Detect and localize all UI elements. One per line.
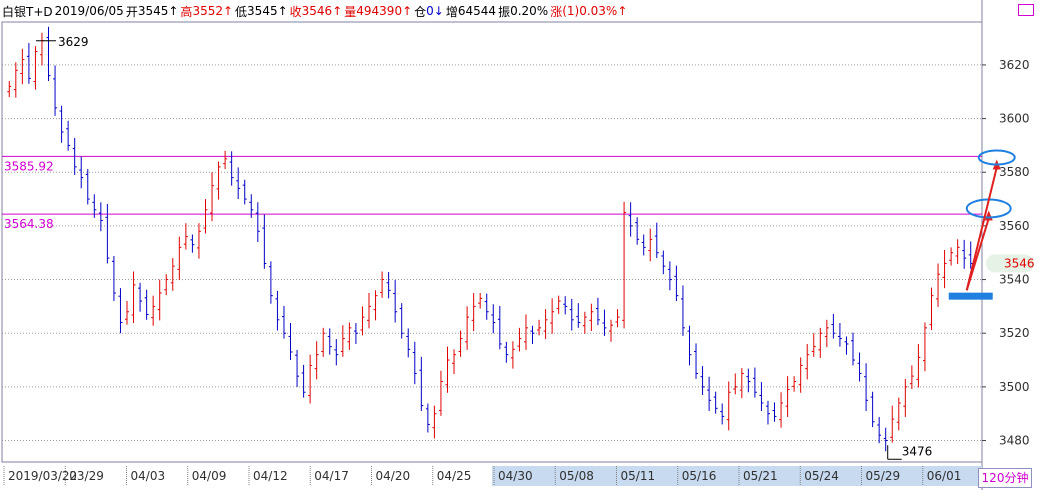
chart-settings-icon[interactable] (1018, 4, 1034, 16)
high-value: 3552↑ (192, 4, 234, 18)
period-selector[interactable]: 120分钟 (978, 468, 1032, 488)
x-tick-label: 04/30 (498, 469, 533, 483)
y-tick-label: 3540 (999, 273, 1030, 287)
y-tick-label: 3620 (999, 58, 1030, 72)
high-marker-label: 3629 (58, 35, 89, 49)
low-marker-label: 3476 (902, 444, 933, 458)
close-value: 3546↑ (301, 4, 343, 18)
symbol-name: 白银T+D (2, 4, 53, 19)
x-tick-label: 05/24 (804, 469, 839, 483)
change-value: (1)0.03%↑ (562, 4, 628, 18)
resistance-line-label: 3585.92 (4, 159, 54, 173)
increase-label: 增 (445, 4, 458, 19)
high-label: 高 (180, 4, 193, 19)
x-tick-label: 05/08 (559, 469, 594, 483)
x-tick-label: 03/29 (69, 469, 104, 483)
low-value: 3545↑ (247, 4, 288, 18)
x-tick-label: 2019/03/22 (8, 469, 77, 483)
low-label: 低 (235, 4, 248, 19)
increase-value: 64544 (457, 4, 497, 18)
close-label: 收 (289, 4, 302, 19)
amplitude-value: 0.20% (510, 4, 549, 18)
plot-frame (1, 21, 983, 463)
position-value: 0↓ (426, 4, 444, 18)
last-price-tag-bg (986, 254, 1034, 273)
open-label: 开 (125, 4, 138, 19)
amplitude-label: 振 (498, 4, 511, 19)
x-tick-label: 04/20 (376, 469, 411, 483)
y-tick-label: 3560 (999, 219, 1030, 233)
y-tick-label: 3580 (999, 165, 1030, 179)
x-tick-label: 05/16 (682, 469, 717, 483)
x-tick-label: 04/17 (314, 469, 349, 483)
volume-value: 494390↑ (356, 4, 413, 18)
x-tick-label: 04/09 (192, 469, 227, 483)
last-price-tag: 3546 (1004, 256, 1035, 270)
y-tick-label: 3480 (999, 434, 1030, 448)
open-value: 3545↑ (137, 4, 179, 18)
support-bar (948, 292, 993, 300)
x-tick-label: 06/01 (927, 469, 962, 483)
resistance-line-label: 3564.38 (4, 217, 54, 231)
x-tick-label: 04/03 (131, 469, 166, 483)
position-label: 仓 (414, 4, 427, 19)
x-axis-highlight-band (492, 466, 982, 486)
y-tick-label: 3600 (999, 112, 1030, 126)
x-tick-label: 04/25 (437, 469, 472, 483)
y-tick-label: 3500 (999, 380, 1030, 394)
y-tick-label: 3520 (999, 326, 1030, 340)
quote-date: 2019/06/05 (54, 4, 124, 18)
change-label: 涨 (550, 4, 563, 19)
x-tick-label: 05/11 (621, 469, 656, 483)
x-tick-label: 05/29 (866, 469, 901, 483)
x-tick-label: 05/21 (743, 469, 778, 483)
projection-arrow (965, 167, 998, 291)
x-tick-label: 04/12 (253, 469, 288, 483)
volume-label: 量 (344, 4, 357, 19)
target-ellipse (977, 149, 1016, 166)
